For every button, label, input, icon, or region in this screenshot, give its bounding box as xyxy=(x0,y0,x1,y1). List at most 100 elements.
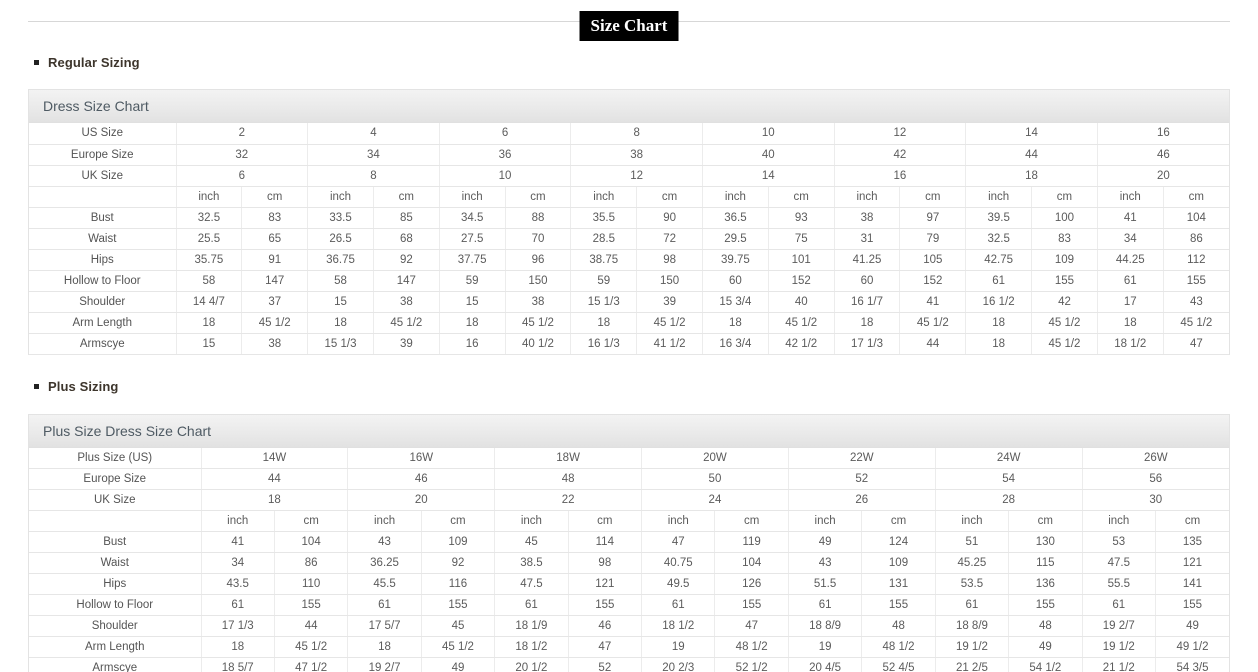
size-value-cell: 10 xyxy=(439,165,572,187)
measurement-cell: 36.5 xyxy=(702,207,769,229)
measurement-cell: 155 xyxy=(568,594,643,616)
row-label: UK Size xyxy=(29,489,202,511)
measurement-cell: 34 xyxy=(201,552,275,574)
unit-header-cell: inch xyxy=(201,510,275,532)
table-row: Arm Length 18 45 1/2 18 45 1/2 18 1/2 47 19 48 1… xyxy=(29,636,1229,658)
measurement-cell: 79 xyxy=(899,228,967,250)
measurement-cell: 49 xyxy=(1008,636,1083,658)
size-value-cell: 26W xyxy=(1082,447,1229,469)
measurement-cell: 110 xyxy=(274,573,349,595)
size-value-cell: 8 xyxy=(570,123,703,145)
measurement-cell: 18 xyxy=(439,312,506,334)
page-title-area: Size Chart xyxy=(0,0,1258,42)
size-value-cell: 14 xyxy=(702,165,835,187)
measurement-cell: 155 xyxy=(861,594,936,616)
unit-header-cell: inch xyxy=(347,510,422,532)
measurement-cell: 18 1/2 xyxy=(1097,333,1164,355)
measurement-cell: 27.5 xyxy=(439,228,506,250)
measurement-cell: 104 xyxy=(1163,207,1229,229)
measurement-cell: 45 1/2 xyxy=(636,312,703,334)
size-value-cell: 20 xyxy=(1097,165,1229,187)
row-label: Europe Size xyxy=(29,468,202,490)
measurement-cell: 38.75 xyxy=(570,249,638,271)
sections-container: Regular Sizing Dress Size Chart US Size 2 4 6… xyxy=(0,51,1258,672)
table-row: Armscye 18 5/7 47 1/2 19 2/7 49 20 1/2 52 20 2/… xyxy=(29,657,1229,672)
measurement-cell: 32.5 xyxy=(965,228,1033,250)
measurement-cell: 16 1/2 xyxy=(965,291,1033,313)
measurement-cell: 16 3/4 xyxy=(702,333,769,355)
measurement-cell: 45 1/2 xyxy=(768,312,835,334)
size-value-cell: 6 xyxy=(176,165,309,187)
measurement-cell: 155 xyxy=(714,594,789,616)
measurement-cell: 105 xyxy=(899,249,967,271)
size-value-cell: 36 xyxy=(439,144,572,166)
measurement-cell: 41 xyxy=(899,291,967,313)
measurement-cell: 45 1/2 xyxy=(274,636,349,658)
unit-header-cell: cm xyxy=(899,186,967,208)
unit-header-cell: cm xyxy=(1008,510,1083,532)
measurement-cell: 42 xyxy=(1031,291,1098,313)
measurement-cell: 44.25 xyxy=(1097,249,1164,271)
section-heading-label: Regular Sizing xyxy=(48,54,140,70)
measurement-cell: 46 xyxy=(568,615,643,637)
size-value-cell: 52 xyxy=(788,468,936,490)
size-value-cell: 46 xyxy=(347,468,496,490)
measurement-cell: 155 xyxy=(1163,270,1229,292)
measurement-cell: 38 xyxy=(241,333,309,355)
measurement-cell: 147 xyxy=(241,270,309,292)
measurement-cell: 109 xyxy=(1031,249,1098,271)
measurement-cell: 126 xyxy=(714,573,789,595)
unit-header-cell: inch xyxy=(935,510,1010,532)
unit-header-cell: cm xyxy=(505,186,572,208)
measurement-cell: 45 1/2 xyxy=(241,312,309,334)
size-value-cell: 46 xyxy=(1097,144,1229,166)
unit-header-cell: inch xyxy=(176,186,243,208)
measurement-cell: 70 xyxy=(505,228,572,250)
size-value-cell: 50 xyxy=(641,468,789,490)
table-row: Europe Size 44 46 48 50 52 54 56 xyxy=(29,468,1229,490)
measurement-cell: 41 xyxy=(1097,207,1164,229)
measurement-cell: 47 xyxy=(641,531,716,553)
measurement-cell: 40 xyxy=(768,291,835,313)
measurement-cell: 97 xyxy=(899,207,967,229)
measurement-cell: 91 xyxy=(241,249,309,271)
measurement-cell: 43 xyxy=(347,531,422,553)
row-label: Shoulder xyxy=(29,291,177,313)
table-row: Arm Length 18 45 1/2 18 45 1/2 18 45 1/2 18 45 1… xyxy=(29,312,1229,334)
measurement-cell: 15 1/3 xyxy=(307,333,374,355)
measurement-cell: 61 xyxy=(347,594,422,616)
size-value-cell: 32 xyxy=(176,144,309,166)
unit-header-cell: cm xyxy=(241,186,309,208)
size-value-cell: 54 xyxy=(935,468,1083,490)
measurement-cell: 61 xyxy=(201,594,275,616)
measurement-cell: 61 xyxy=(965,270,1033,292)
size-table: US Size 2 4 6 8 10 12 14 16 Europe Size 32 34 36 38 40… xyxy=(29,123,1229,355)
measurement-cell: 85 xyxy=(373,207,440,229)
measurement-cell: 45.5 xyxy=(347,573,422,595)
size-value-cell: 2 xyxy=(176,123,309,145)
measurement-cell: 33.5 xyxy=(307,207,374,229)
measurement-cell: 60 xyxy=(834,270,901,292)
size-value-cell: 14 xyxy=(965,123,1098,145)
measurement-cell: 18 xyxy=(834,312,901,334)
measurement-cell: 16 1/7 xyxy=(834,291,901,313)
measurement-cell: 61 xyxy=(788,594,863,616)
measurement-cell: 49.5 xyxy=(641,573,716,595)
measurement-cell: 152 xyxy=(768,270,835,292)
unit-row-blank-label xyxy=(29,510,202,532)
unit-header-cell: inch xyxy=(702,186,769,208)
measurement-cell: 18 5/7 xyxy=(201,657,275,672)
measurement-cell: 45 1/2 xyxy=(505,312,572,334)
unit-header-cell: cm xyxy=(861,510,936,532)
measurement-cell: 35.75 xyxy=(176,249,243,271)
measurement-cell: 47.5 xyxy=(494,573,569,595)
measurement-cell: 104 xyxy=(714,552,789,574)
section-heading: Plus Sizing xyxy=(0,376,1258,398)
measurement-cell: 48 1/2 xyxy=(861,636,936,658)
table-row: US Size 2 4 6 8 10 12 14 16 xyxy=(29,123,1229,145)
measurement-cell: 31 xyxy=(834,228,901,250)
table-row: UK Size 6 8 10 12 14 16 18 20 xyxy=(29,165,1229,187)
measurement-cell: 155 xyxy=(274,594,349,616)
size-value-cell: 22W xyxy=(788,447,936,469)
